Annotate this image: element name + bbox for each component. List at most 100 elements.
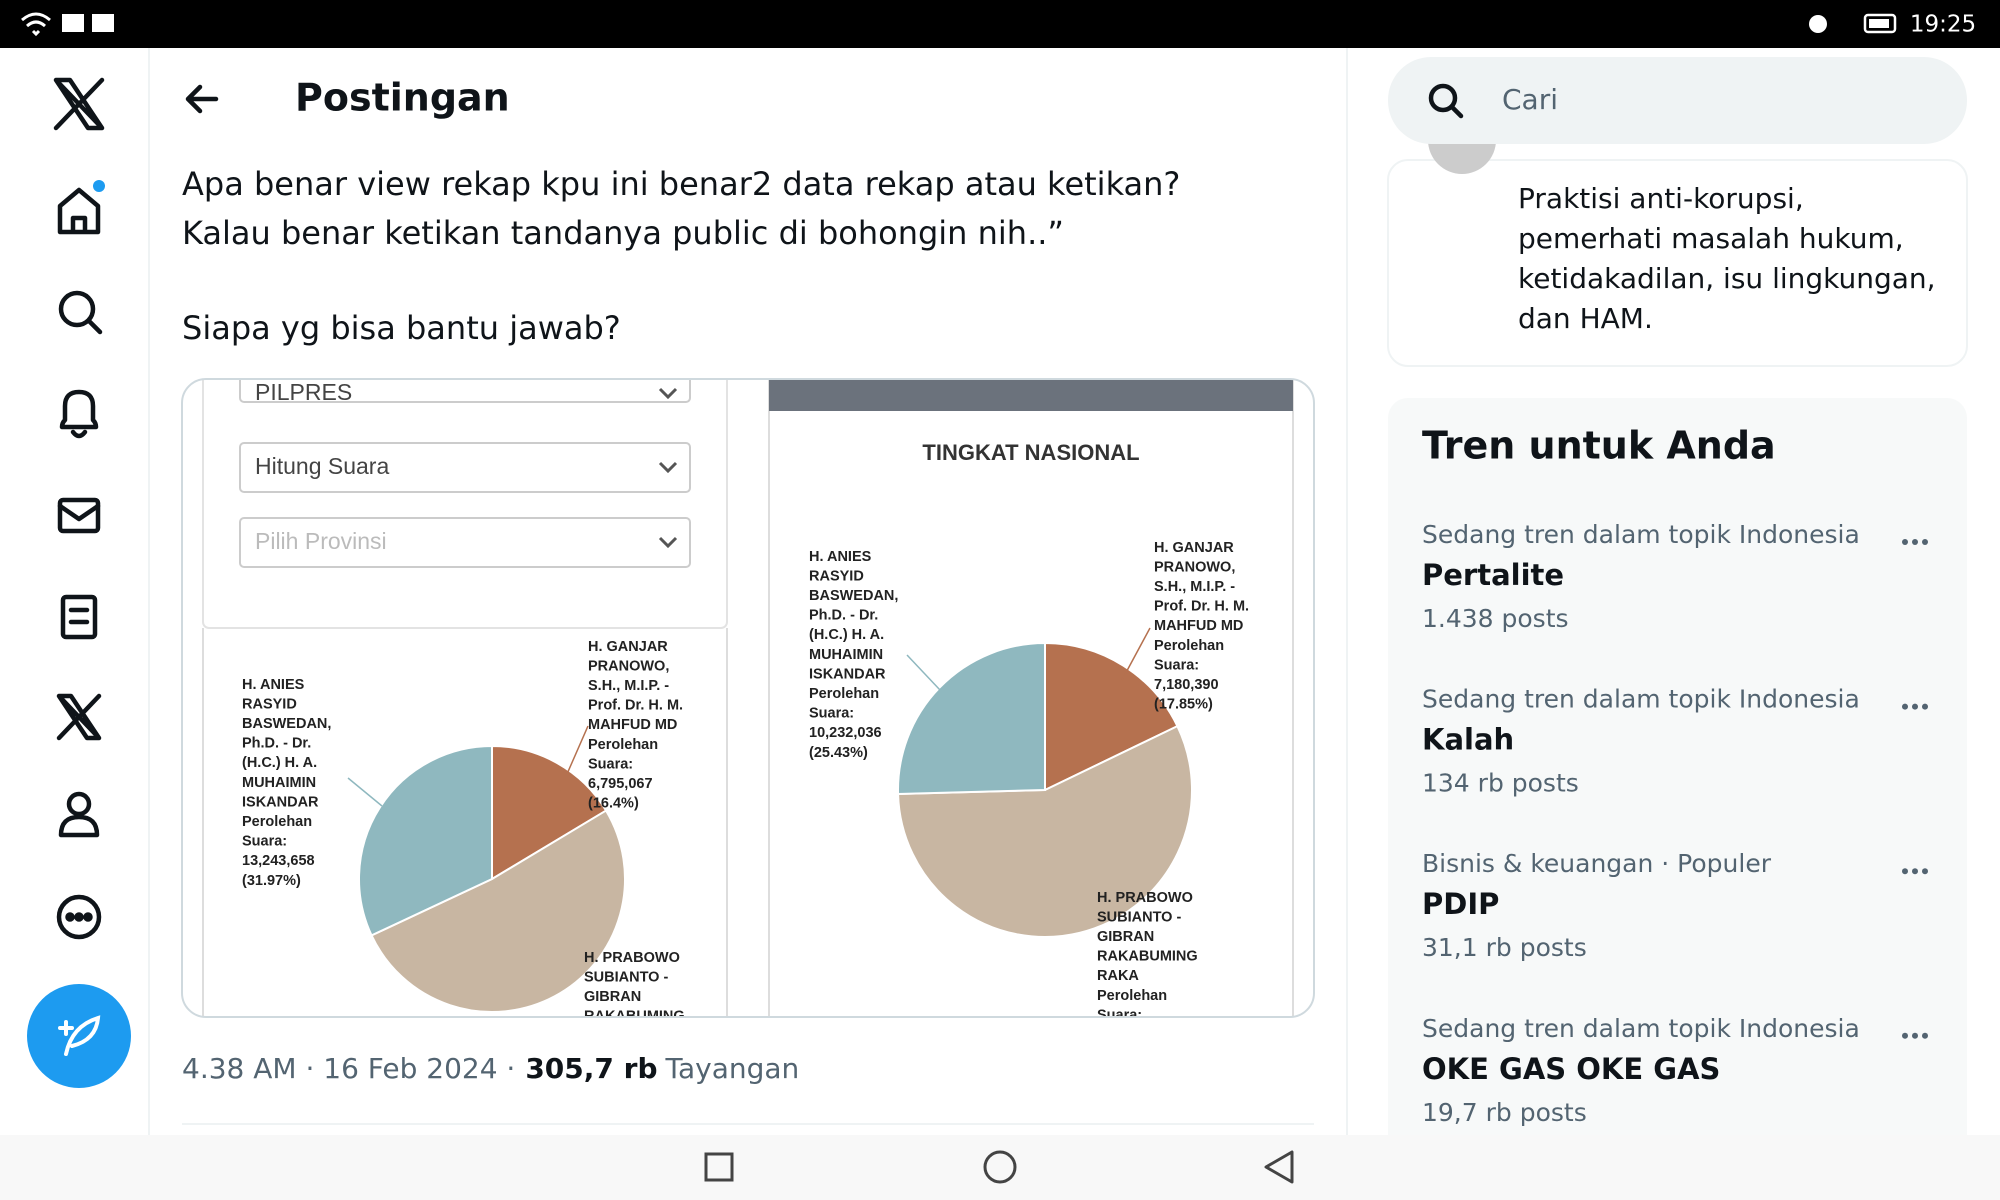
slice-label: Perolehan bbox=[242, 814, 312, 830]
slice-label: Suara: bbox=[809, 706, 854, 722]
profile-card bbox=[1387, 159, 1968, 367]
slice-label: H. ANIES bbox=[242, 677, 305, 693]
trend-item[interactable]: Sedang tren dalam topik Indonesia OKE GAS… bbox=[1422, 1014, 1928, 1127]
slice-label: 7,180,390 bbox=[1154, 677, 1219, 693]
back-nav-button[interactable] bbox=[1264, 1150, 1294, 1184]
pie-slice bbox=[897, 724, 1193, 938]
more-dot bbox=[1912, 868, 1918, 875]
premium-icon[interactable] bbox=[56, 693, 102, 741]
dropdown-arrow bbox=[658, 387, 678, 400]
dropdown-label: PILPRES bbox=[255, 379, 352, 405]
slice-label: ISKANDAR bbox=[809, 666, 886, 682]
trend-count: 134 rb posts bbox=[1422, 769, 1579, 798]
pie-slice bbox=[897, 641, 1046, 795]
bio-line: pemerhati masalah hukum, bbox=[1518, 222, 1904, 255]
slice-label: Perolehan bbox=[809, 686, 879, 702]
nav-icons bbox=[53, 77, 105, 940]
dropdown bbox=[239, 442, 691, 493]
tweet-time: 4.38 AM · 16 Feb 2024 · bbox=[182, 1052, 515, 1085]
slice-label: RAKABUMING bbox=[584, 1009, 685, 1025]
more-icon[interactable] bbox=[56, 894, 102, 940]
slice-label: S.H., M.I.P. - bbox=[588, 678, 669, 694]
alarm-icon bbox=[1809, 15, 1827, 33]
slice-label: MAHFUD MD bbox=[588, 717, 677, 733]
home-button[interactable] bbox=[983, 1150, 1017, 1184]
notification-dot bbox=[93, 180, 105, 192]
slice-label: Perolehan bbox=[1154, 638, 1224, 654]
slice-label: 10,232,036 bbox=[809, 725, 882, 741]
slice-label: Ph.D. - Dr. bbox=[242, 736, 311, 752]
more-dot bbox=[1902, 539, 1908, 545]
slice-label: H. GANJAR bbox=[1154, 540, 1234, 556]
system-nav-bar bbox=[0, 1135, 2000, 1200]
tweet-line: Apa benar view rekap kpu ini benar2 data… bbox=[182, 165, 1180, 203]
leader-line bbox=[347, 777, 383, 807]
trend-item[interactable]: Bisnis & keuangan · Populer PDIP 31,1 rb p… bbox=[1422, 849, 1928, 962]
bell-icon[interactable] bbox=[59, 389, 99, 439]
clock: 19:25 bbox=[1910, 12, 1976, 38]
dropdown-arrow bbox=[658, 536, 678, 549]
slice-label: Perolehan bbox=[1097, 988, 1167, 1004]
page-title: Postingan bbox=[295, 76, 510, 120]
slice-label: Suara: bbox=[1154, 657, 1199, 673]
trend-item[interactable]: Sedang tren dalam topik Indonesia Pertali… bbox=[1422, 520, 1928, 633]
tweet-image[interactable]: TINGKAT NASIONAL PILPRES Hitung Suara Pili… bbox=[182, 360, 1314, 1025]
pie-slice bbox=[358, 744, 493, 937]
leader-line bbox=[1121, 627, 1151, 681]
mail-icon bbox=[92, 14, 114, 32]
more-dot bbox=[1912, 539, 1918, 545]
slice-label: RASYID bbox=[809, 568, 864, 584]
tweet-meta: 4.38 AM · 16 Feb 2024 · 305,7 rb Tayangan bbox=[182, 1052, 799, 1085]
slice-label: 6,795,067 bbox=[588, 776, 653, 792]
slice-label: S.H., M.I.P. - bbox=[1154, 579, 1235, 595]
slice-label: GIBRAN bbox=[1097, 929, 1154, 945]
home-icon[interactable] bbox=[57, 187, 101, 235]
view-label: Tayangan bbox=[665, 1052, 800, 1085]
slice-label: MAHFUD MD bbox=[1154, 618, 1243, 634]
pie-slice bbox=[1044, 641, 1179, 792]
dropdown-label: Hitung Suara bbox=[255, 453, 389, 479]
compose-button[interactable] bbox=[27, 984, 131, 1088]
trend-item[interactable]: Sedang tren dalam topik Indonesia Kalah 13… bbox=[1422, 685, 1928, 798]
search-icon bbox=[1428, 83, 1458, 113]
bio-line: Praktisi anti-korupsi, bbox=[1518, 182, 1804, 215]
bio: Praktisi anti-korupsi, pemerhati masalah … bbox=[1518, 182, 1936, 335]
battery-level bbox=[1869, 19, 1889, 28]
more-dot bbox=[1922, 1032, 1928, 1039]
lists-icon[interactable] bbox=[60, 594, 98, 640]
slice-label: H. GANJAR bbox=[588, 639, 668, 655]
slice-label: H. PRABOWO bbox=[584, 950, 680, 966]
bio-line: ketidakadilan, isu lingkungan, bbox=[1518, 262, 1936, 295]
trend-context: Bisnis & keuangan · Populer bbox=[1422, 849, 1772, 878]
compose-icon bbox=[58, 1015, 101, 1056]
trend-context: Sedang tren dalam topik Indonesia bbox=[1422, 520, 1860, 549]
slice-label: Suara: bbox=[1097, 1007, 1142, 1023]
back-button[interactable] bbox=[185, 84, 219, 114]
slice-label: 13,243,658 bbox=[242, 853, 315, 869]
slice-label: (31.97%) bbox=[242, 873, 301, 889]
slice-label: (16.4%) bbox=[588, 796, 639, 812]
recents-button[interactable] bbox=[704, 1152, 734, 1182]
search-box[interactable] bbox=[1388, 57, 1967, 144]
profile-icon[interactable] bbox=[66, 791, 92, 817]
search-icon[interactable] bbox=[58, 290, 96, 328]
pie-slice bbox=[370, 809, 626, 1013]
mail-icon bbox=[62, 14, 84, 32]
slice-label: Ph.D. - Dr. bbox=[809, 608, 878, 624]
slice-label: RAKABUMING bbox=[1097, 949, 1198, 965]
dropdown bbox=[239, 517, 691, 568]
slice-label: RASYID bbox=[242, 696, 297, 712]
more-dot bbox=[1922, 703, 1928, 710]
leader-line bbox=[906, 654, 941, 691]
slice-label: MUHAIMIN bbox=[809, 647, 883, 663]
slice-label: (H.C.) H. A. bbox=[242, 755, 317, 771]
trends-list: Sedang tren dalam topik Indonesia Pertali… bbox=[1422, 520, 1928, 1127]
more-dot bbox=[1902, 703, 1908, 710]
slice-label: (17.85%) bbox=[1154, 697, 1213, 713]
slice-label: (25.43%) bbox=[809, 745, 868, 761]
slice-label: Suara: bbox=[588, 756, 633, 772]
x-logo[interactable] bbox=[53, 77, 105, 131]
mail-icon[interactable] bbox=[57, 497, 101, 534]
